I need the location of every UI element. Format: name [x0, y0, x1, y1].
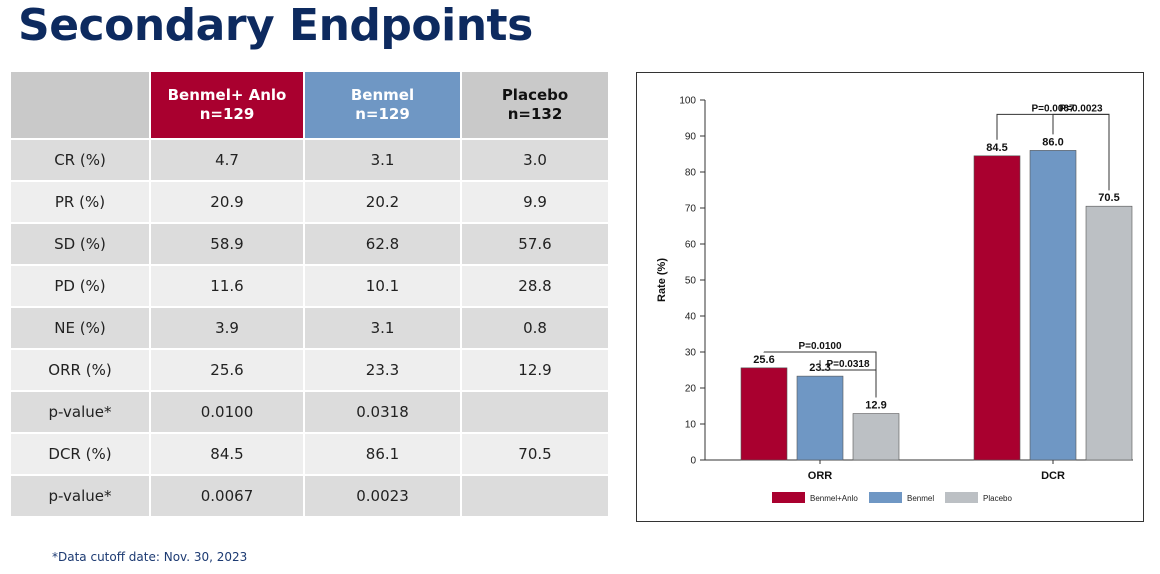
header-blank	[11, 72, 151, 140]
table-row: ORR (%) 25.6 23.3 12.9	[11, 349, 610, 392]
cell-placebo: 28.8	[461, 265, 610, 308]
y-tick-label: 30	[685, 348, 697, 359]
header-benmel-anlo-name: Benmel+ Anlo	[167, 86, 287, 104]
y-tick-label: 100	[679, 96, 696, 107]
table-row: p-value* 0.0100 0.0318	[11, 391, 610, 434]
row-label: p-value*	[11, 475, 151, 518]
cell-benmel-anlo: 84.5	[150, 433, 305, 476]
cell-benmel-anlo: 58.9	[150, 223, 305, 266]
legend-label: Benmel	[907, 494, 934, 503]
y-tick-label: 50	[685, 276, 697, 287]
row-label: CR (%)	[11, 139, 151, 182]
table-row: DCR (%) 84.5 86.1 70.5	[11, 433, 610, 476]
y-tick-label: 0	[690, 456, 696, 467]
row-label: PD (%)	[11, 265, 151, 308]
y-tick-label: 20	[685, 384, 697, 395]
legend-swatch	[772, 492, 805, 503]
header-benmel-n: n=129	[355, 105, 410, 123]
cell-placebo: 3.0	[461, 139, 610, 182]
cell-benmel: 23.3	[304, 349, 462, 392]
y-tick-label: 60	[685, 240, 697, 251]
row-label: p-value*	[11, 391, 151, 434]
data-label: 12.9	[865, 400, 886, 412]
cell-placebo: 12.9	[461, 349, 610, 392]
cell-placebo: 9.9	[461, 181, 610, 224]
cell-benmel-anlo: 4.7	[150, 139, 305, 182]
significance-bracket	[819, 360, 877, 398]
table-row: p-value* 0.0067 0.0023	[11, 475, 610, 518]
cell-benmel: 3.1	[304, 307, 462, 350]
row-label: DCR (%)	[11, 433, 151, 476]
legend-label: Placebo	[983, 494, 1012, 503]
p-value-label: P=0.0318	[826, 359, 870, 370]
cell-benmel-anlo: 0.0067	[150, 475, 305, 518]
footnote: *Data cutoff date: Nov. 30, 2023	[52, 550, 248, 564]
cell-placebo: 0.8	[461, 307, 610, 350]
cell-placebo	[461, 391, 610, 434]
table-row: SD (%) 58.9 62.8 57.6	[11, 223, 610, 266]
y-tick-label: 70	[685, 204, 697, 215]
header-placebo-n: n=132	[507, 105, 563, 123]
row-label: PR (%)	[11, 181, 151, 224]
data-label: 84.5	[986, 142, 1007, 154]
p-value-label: P=0.0067	[1031, 103, 1075, 114]
header-benmel-name: Benmel	[350, 86, 415, 104]
table-row: PD (%) 11.6 10.1 28.8	[11, 265, 610, 308]
header-benmel-anlo-n: n=129	[199, 105, 255, 123]
p-value-label: P=0.0100	[798, 341, 842, 352]
table-row: NE (%) 3.9 3.1 0.8	[11, 307, 610, 350]
bar-orr-1	[796, 375, 844, 461]
chart-panel: 0 10 20 30 40 50 60 70 80 90 100 Rate (%) 25.6 23.3 12…	[636, 72, 1144, 522]
cell-benmel: 62.8	[304, 223, 462, 266]
data-label: 25.6	[753, 354, 774, 366]
y-tick-label: 90	[685, 132, 697, 143]
cell-benmel: 0.0318	[304, 391, 462, 434]
table-header-row: Benmel+ Anlo n=129 Benmel n=129 Placebo …	[11, 72, 610, 140]
cell-benmel: 86.1	[304, 433, 462, 476]
table-row: CR (%) 4.7 3.1 3.0	[11, 139, 610, 182]
header-benmel-anlo: Benmel+ Anlo n=129	[150, 72, 305, 140]
cell-benmel-anlo: 11.6	[150, 265, 305, 308]
x-tick-label: DCR	[1041, 470, 1065, 482]
x-tick-label: ORR	[808, 470, 833, 482]
legend-label: Benmel+Anlo	[810, 494, 858, 503]
row-label: SD (%)	[11, 223, 151, 266]
header-placebo: Placebo n=132	[461, 72, 610, 140]
data-label: 86.0	[1042, 136, 1063, 148]
header-placebo-name: Placebo	[501, 86, 569, 104]
legend-swatch	[945, 492, 978, 503]
row-label: NE (%)	[11, 307, 151, 350]
y-tick-label: 10	[685, 420, 697, 431]
table-row: PR (%) 20.9 20.2 9.9	[11, 181, 610, 224]
header-benmel: Benmel n=129	[304, 72, 462, 140]
cell-benmel: 0.0023	[304, 475, 462, 518]
y-tick-label: 80	[685, 168, 697, 179]
cell-placebo	[461, 475, 610, 518]
row-label: ORR (%)	[11, 349, 151, 392]
data-label: 70.5	[1098, 192, 1119, 204]
bar-dcr-1	[1029, 150, 1077, 461]
page-title: Secondary Endpoints	[18, 0, 533, 51]
y-tick-label: 40	[685, 312, 697, 323]
cell-placebo: 57.6	[461, 223, 610, 266]
bar-dcr-0	[973, 155, 1021, 461]
cell-benmel-anlo: 20.9	[150, 181, 305, 224]
y-axis-label: Rate (%)	[656, 258, 668, 302]
cell-benmel: 10.1	[304, 265, 462, 308]
bar-orr-0	[740, 367, 788, 461]
significance-bracket	[1052, 113, 1110, 191]
cell-benmel-anlo: 3.9	[150, 307, 305, 350]
cell-benmel: 3.1	[304, 139, 462, 182]
p-value-label: P=0.0023	[1059, 103, 1103, 114]
cell-benmel-anlo: 0.0100	[150, 391, 305, 434]
bar-orr-2	[852, 413, 900, 461]
cell-benmel: 20.2	[304, 181, 462, 224]
cell-benmel-anlo: 25.6	[150, 349, 305, 392]
legend-swatch	[869, 492, 902, 503]
bar-dcr-2	[1085, 205, 1133, 461]
cell-placebo: 70.5	[461, 433, 610, 476]
results-table: Benmel+ Anlo n=129 Benmel n=129 Placebo …	[11, 72, 610, 518]
